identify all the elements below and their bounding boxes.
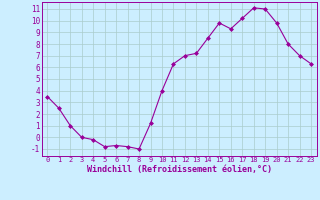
X-axis label: Windchill (Refroidissement éolien,°C): Windchill (Refroidissement éolien,°C): [87, 165, 272, 174]
